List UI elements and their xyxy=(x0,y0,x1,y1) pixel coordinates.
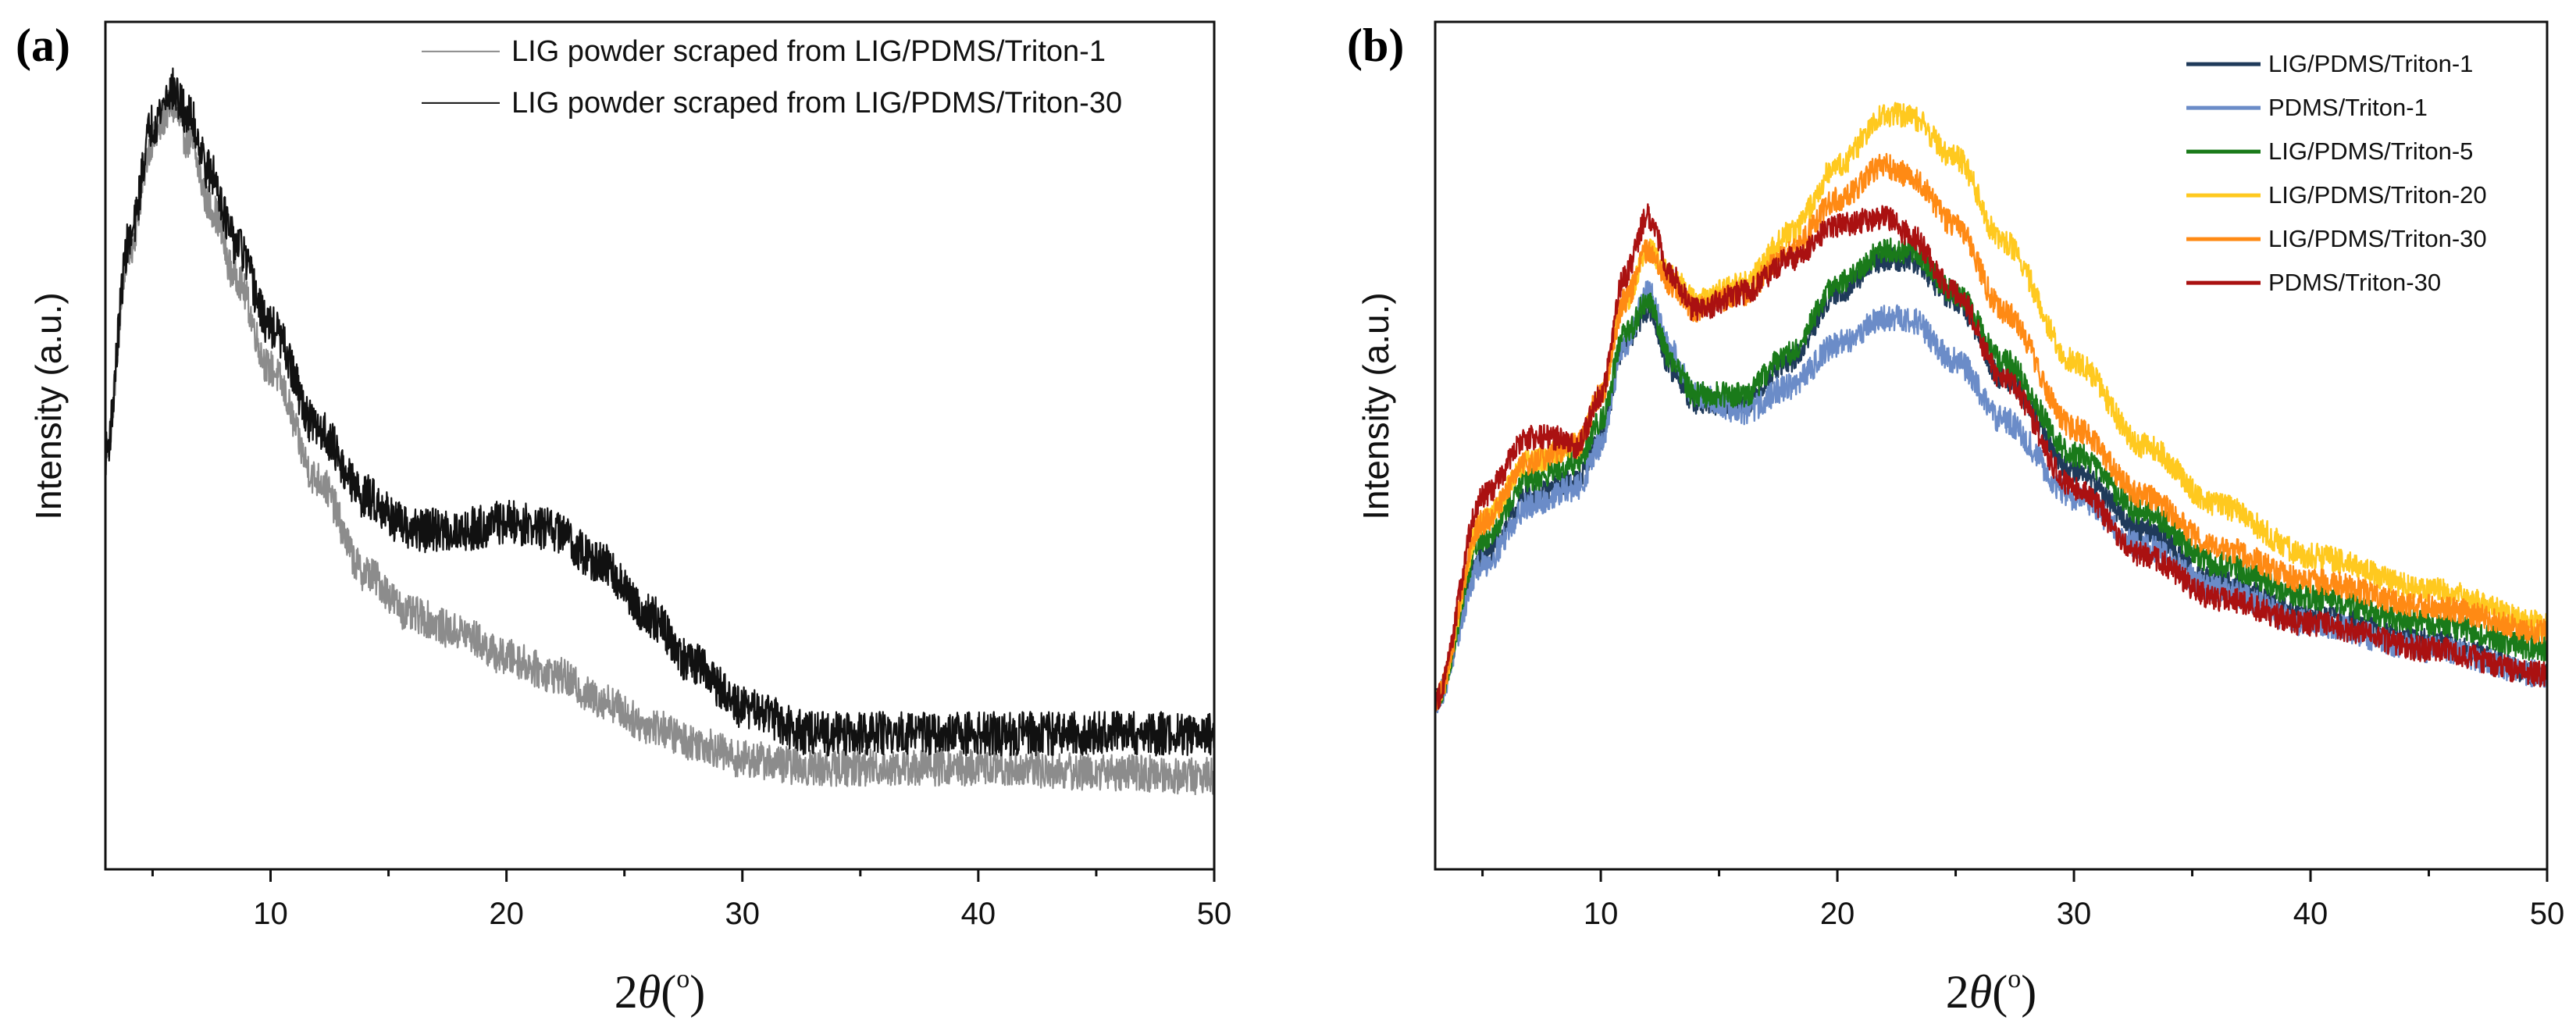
x-tick-label: 30 xyxy=(2057,897,2092,931)
svg-text:2θ(o): 2θ(o) xyxy=(615,965,705,1018)
panel-b-plot-frame xyxy=(1434,20,2549,871)
svg-text:2θ(o): 2θ(o) xyxy=(1946,965,2036,1018)
x-tick-label: 20 xyxy=(489,897,524,931)
panel-b-legend: LIG/PDMS/Triton-1 PDMS/Triton-1 LIG/PDMS/T… xyxy=(2186,50,2487,296)
panel-b-y-axis-label: Intensity (a.u.) xyxy=(1356,292,1396,519)
panel-a-plot-frame xyxy=(104,20,1216,871)
legend-label: LIG powder scraped from LIG/PDMS/Triton-… xyxy=(511,87,1122,120)
legend-label: LIG/PDMS/Triton-5 xyxy=(2268,137,2473,165)
legend-label: LIG/PDMS/Triton-30 xyxy=(2268,225,2487,252)
series-line-5 xyxy=(1434,152,2549,712)
panel-b-series xyxy=(1434,102,2549,714)
series-line-2 xyxy=(104,67,1216,757)
legend-label: LIG/PDMS/Triton-20 xyxy=(2268,181,2487,209)
x-tick-label: 10 xyxy=(253,897,288,931)
panel-b: (b) 10 20 30 40 50 Intensity (a.u.) 2θ(o) LI… xyxy=(1347,20,2564,1018)
legend-label: PDMS/Triton-30 xyxy=(2268,269,2441,296)
legend-label: LIG powder scraped from LIG/PDMS/Triton-… xyxy=(511,35,1106,68)
x-tick-label: 40 xyxy=(961,897,996,931)
series-line-3 xyxy=(1434,237,2549,708)
x-tick-label: 30 xyxy=(725,897,760,931)
panel-a-y-axis-label: Intensity (a.u.) xyxy=(28,292,69,519)
x-tick-label: 20 xyxy=(1820,897,1855,931)
panel-b-x-axis: 10 20 30 40 50 xyxy=(1481,869,2565,931)
x-tick-label: 50 xyxy=(2530,897,2565,931)
panel-a-series xyxy=(104,67,1216,796)
panel-a: (a) 10 20 30 40 50 Intensity (a.u.) 2θ(o) LI… xyxy=(16,20,1231,1018)
series-line-6 xyxy=(1434,203,2549,712)
series-line-1 xyxy=(104,89,1216,796)
x-tick-label: 50 xyxy=(1197,897,1232,931)
panel-a-x-axis: 10 20 30 40 50 xyxy=(151,869,1232,931)
x-tick-label: 10 xyxy=(1584,897,1619,931)
panel-label-b: (b) xyxy=(1347,20,1404,71)
panel-a-legend: LIG powder scraped from LIG/PDMS/Triton-… xyxy=(422,35,1122,120)
legend-label: LIG/PDMS/Triton-1 xyxy=(2268,50,2473,77)
legend-label: PDMS/Triton-1 xyxy=(2268,94,2428,121)
x-tick-label: 40 xyxy=(2293,897,2328,931)
panel-b-x-axis-label: 2θ(o) xyxy=(1946,965,2036,1018)
panel-label-a: (a) xyxy=(16,20,70,71)
panel-a-x-axis-label: 2θ(o) xyxy=(615,965,705,1018)
